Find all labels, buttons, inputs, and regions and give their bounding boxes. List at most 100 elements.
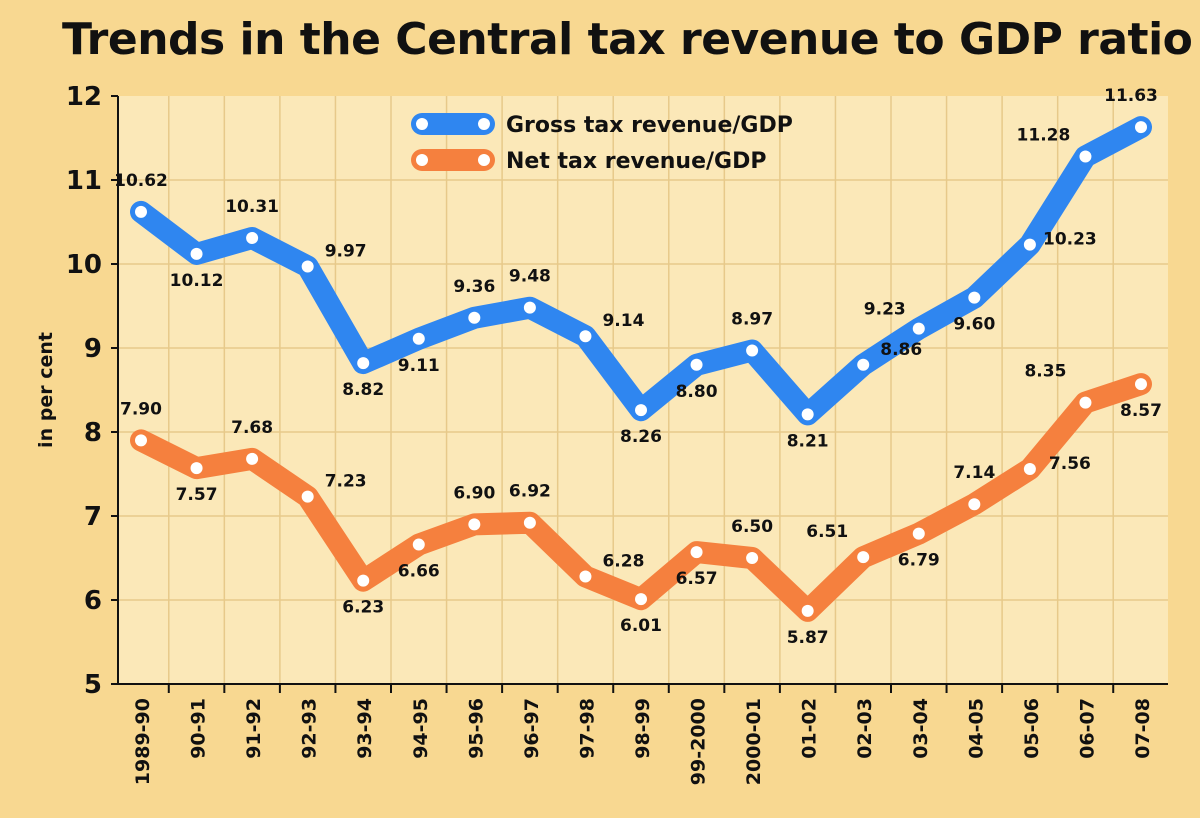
- data-point: [579, 330, 592, 343]
- data-point: [746, 552, 759, 564]
- x-tick-label: 90-91: [188, 698, 210, 759]
- data-label: 6.57: [676, 569, 718, 589]
- data-label: 6.50: [731, 517, 773, 537]
- legend-marker: [478, 118, 490, 130]
- x-tick-label: 99-2000: [688, 698, 710, 785]
- data-point: [135, 434, 147, 447]
- data-label: 6.92: [509, 482, 551, 502]
- x-tick-label: 94-95: [410, 698, 432, 759]
- data-label: 6.01: [620, 616, 662, 636]
- data-label: 8.86: [880, 340, 922, 360]
- y-axis-label: in per cent: [35, 332, 57, 448]
- legend-label: Gross tax revenue/GDP: [506, 113, 793, 138]
- x-tick-label: 95-96: [465, 698, 487, 759]
- x-tick-label: 97-98: [576, 698, 598, 759]
- data-point: [412, 538, 425, 551]
- data-point: [690, 358, 703, 371]
- data-point: [246, 231, 259, 244]
- data-label: 8.26: [620, 427, 662, 447]
- data-point: [1079, 150, 1092, 163]
- x-tick-label: 02-03: [854, 698, 876, 759]
- x-tick-label: 05-06: [1021, 698, 1043, 759]
- data-point: [301, 260, 314, 273]
- data-point: [635, 404, 647, 417]
- data-label: 8.97: [731, 310, 773, 330]
- legend-label: Net tax revenue/GDP: [506, 149, 766, 174]
- data-point: [912, 322, 925, 335]
- y-tick-label: 5: [84, 670, 102, 700]
- data-point: [690, 546, 703, 559]
- chart-title: Trends in the Central tax revenue to GDP…: [62, 14, 1193, 65]
- data-point: [1023, 238, 1036, 251]
- data-point: [912, 527, 925, 540]
- data-label: 9.60: [953, 315, 995, 335]
- x-tick-label: 1989-90: [132, 698, 154, 785]
- x-tick-label: 07-08: [1132, 698, 1154, 759]
- data-point: [1079, 396, 1092, 409]
- data-label: 8.35: [1024, 362, 1066, 382]
- data-point: [523, 301, 536, 314]
- data-label: 10.31: [225, 197, 279, 217]
- data-point: [357, 574, 370, 587]
- x-tick-label: 93-94: [354, 698, 376, 759]
- data-label: 10.12: [170, 271, 224, 291]
- data-label: 7.68: [231, 418, 273, 438]
- data-label: 8.82: [342, 380, 384, 400]
- data-point: [468, 518, 481, 531]
- x-tick-label: 96-97: [521, 698, 543, 759]
- legend-marker: [416, 118, 428, 130]
- x-tick-label: 2000-01: [743, 698, 765, 785]
- data-point: [1135, 121, 1147, 134]
- y-tick-label: 6: [84, 586, 102, 616]
- data-label: 6.23: [342, 598, 384, 618]
- data-label: 6.90: [453, 483, 495, 503]
- y-tick-label: 9: [84, 334, 102, 364]
- data-point: [746, 344, 759, 357]
- data-point: [857, 551, 870, 564]
- data-label: 9.36: [453, 277, 495, 297]
- data-label: 7.57: [176, 485, 218, 505]
- x-tick-label: 01-02: [799, 698, 821, 759]
- x-tick-label: 04-05: [965, 698, 987, 759]
- data-label: 11.63: [1104, 86, 1158, 106]
- data-point: [357, 357, 370, 370]
- legend: Gross tax revenue/GDP Net tax revenue/GDP: [411, 113, 793, 174]
- axes: 5 6 7 8 9 10 11 12 1989-90 90-91 91-92 92-93 93-94 94…: [66, 82, 1168, 785]
- y-tick-label: 7: [84, 502, 102, 532]
- x-tick-label: 91-92: [243, 698, 265, 759]
- data-point: [968, 291, 981, 304]
- data-point: [468, 311, 481, 324]
- data-label: 9.23: [864, 300, 906, 320]
- legend-marker: [478, 154, 490, 166]
- data-label: 10.62: [114, 171, 168, 191]
- y-tick-label: 11: [66, 166, 102, 196]
- data-label: 9.11: [398, 356, 440, 376]
- data-point: [1135, 378, 1147, 391]
- x-tick-label: 03-04: [910, 698, 932, 759]
- data-point: [1023, 462, 1036, 475]
- data-point: [190, 247, 203, 260]
- data-label: 8.57: [1120, 401, 1162, 421]
- data-point: [523, 516, 536, 529]
- data-label: 5.87: [787, 628, 829, 648]
- data-label: 8.80: [676, 382, 718, 402]
- data-label: 6.28: [602, 551, 644, 571]
- data-point: [246, 452, 259, 465]
- y-tick-label: 12: [66, 82, 102, 112]
- data-label: 6.79: [898, 551, 940, 571]
- data-label: 6.51: [806, 522, 848, 542]
- data-label: 9.14: [602, 311, 644, 331]
- data-point: [801, 604, 814, 617]
- data-label: 8.21: [787, 431, 829, 451]
- x-tick-label: 06-07: [1076, 698, 1098, 759]
- data-point: [857, 358, 870, 371]
- data-label: 11.28: [1017, 125, 1071, 145]
- data-point: [801, 408, 814, 421]
- x-tick-label: 92-93: [299, 698, 321, 759]
- data-label: 6.66: [398, 562, 440, 582]
- data-label: 10.23: [1043, 230, 1097, 250]
- data-point: [635, 593, 647, 606]
- x-tick-label: 98-99: [632, 698, 654, 759]
- data-label: 9.48: [509, 267, 551, 287]
